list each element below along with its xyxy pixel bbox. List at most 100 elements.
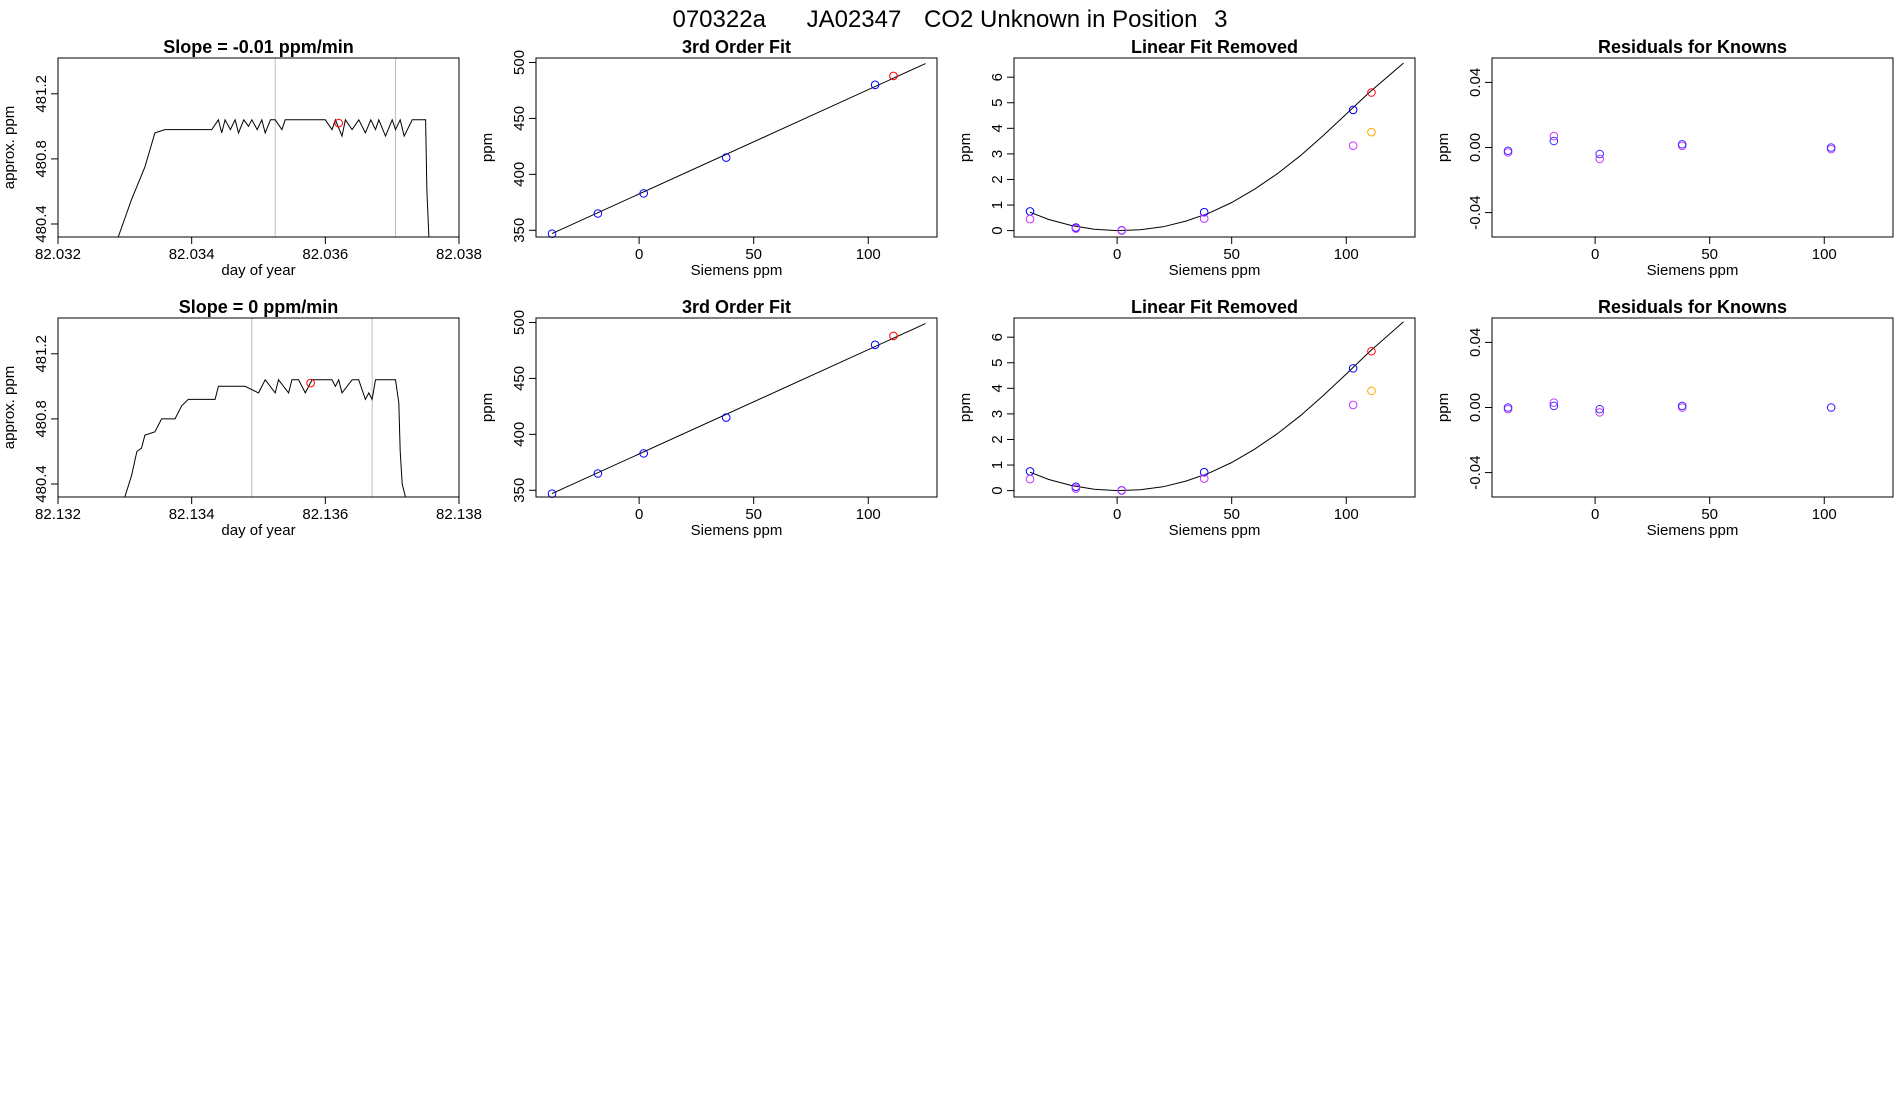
data-point: [1199, 207, 1209, 217]
data-point: [1348, 105, 1358, 115]
plot-frame: [1491, 317, 1894, 498]
data-point: [889, 331, 898, 341]
y-tick-label: 350: [511, 478, 528, 503]
panel-title: Linear Fit Removed: [1131, 297, 1298, 317]
data-point: [1826, 403, 1836, 412]
x-tick-label: 0: [1113, 246, 1121, 263]
y-tick-label: 2: [989, 435, 1006, 443]
y-tick-label: 1: [989, 461, 1006, 469]
data-point: [1595, 404, 1604, 414]
plot-frame: [1013, 57, 1416, 238]
data-point: [870, 340, 880, 350]
data-point: [306, 378, 315, 388]
panel-r1-linearremoved: Linear Fit Removed 0 50 100 0 1 2 3 4 5 6 Siemens p…: [957, 37, 1416, 279]
panel-r1-timeseries: Slope = -0.01 ppm/min 82.032 82.034 82.036 8…: [1, 37, 482, 279]
y-tick-label: 350: [511, 218, 528, 243]
x-axis-title: day of year: [221, 262, 295, 279]
y-tick-label: 0.00: [1467, 133, 1484, 162]
x-tick-label: 50: [1701, 246, 1718, 263]
y-tick-label: 1: [989, 201, 1006, 209]
y-tick-label: 481.2: [33, 75, 50, 113]
x-tick-label: 50: [1701, 506, 1718, 523]
data-point: [1549, 131, 1559, 141]
data-point: [1348, 141, 1358, 151]
data-point: [1117, 226, 1126, 235]
data-point: [593, 469, 603, 478]
y-tick-label: 480.4: [33, 465, 50, 503]
data-point: [1071, 484, 1081, 493]
panel-title: 3rd Order Fit: [682, 37, 791, 57]
data-point: [1348, 400, 1358, 410]
x-tick-label: 82.034: [169, 246, 215, 263]
x-tick-label: 82.136: [302, 506, 348, 523]
y-axis-title: ppm: [1435, 393, 1452, 422]
data-point: [1549, 401, 1559, 411]
x-tick-label: 100: [856, 246, 881, 263]
y-tick-label: 4: [989, 124, 1006, 132]
x-tick-label: 0: [1591, 506, 1599, 523]
plot-frame: [535, 57, 938, 238]
data-point: [1595, 149, 1604, 159]
x-tick-label: 0: [1113, 506, 1121, 523]
y-tick-label: 3: [989, 410, 1006, 418]
panel-title: Slope = -0.01 ppm/min: [163, 37, 354, 57]
plot-frame: [535, 317, 938, 498]
panel-r2-linearremoved: Linear Fit Removed 0 50 100 0 1 2 3 4 5 6 Siemens p…: [957, 297, 1416, 539]
x-axis-title: Siemens ppm: [691, 262, 783, 279]
panel-r2-residuals: Residuals for Knowns 0 50 100 -0.04 0.00 0.04 S…: [1435, 297, 1894, 539]
y-tick-label: 3: [989, 150, 1006, 158]
y-axis-title: ppm: [479, 133, 496, 162]
series-line: [117, 118, 430, 237]
data-point: [1367, 127, 1376, 137]
y-axis-title: approx. ppm: [1, 366, 18, 449]
y-axis-title: ppm: [1435, 133, 1452, 162]
y-tick-label: 500: [511, 50, 528, 75]
y-tick-label: 5: [989, 359, 1006, 367]
plot-frame: [57, 317, 460, 498]
x-tick-label: 82.134: [169, 506, 215, 523]
run-id: 070322a: [672, 6, 766, 32]
y-tick-label: 0: [989, 486, 1006, 494]
series-line: [1029, 62, 1404, 232]
x-tick-label: 0: [635, 246, 643, 263]
data-point: [1549, 398, 1559, 407]
y-tick-label: 6: [989, 73, 1006, 81]
y-tick-label: -0.04: [1467, 195, 1484, 229]
panel-r2-thirdorder: 3rd Order Fit 0 50 100 350 400 450 500 Siemens p…: [479, 297, 938, 539]
data-point: [639, 449, 648, 458]
x-tick-label: 50: [745, 246, 762, 263]
data-point: [1677, 401, 1687, 411]
x-tick-label: 82.036: [302, 246, 348, 263]
data-point: [1025, 467, 1035, 476]
x-tick-label: 100: [1334, 246, 1359, 263]
data-point: [1025, 474, 1035, 484]
panel-r2-timeseries: Slope = 0 ppm/min 82.132 82.134 82.136 82.13…: [1, 297, 482, 539]
data-point: [1199, 474, 1209, 483]
data-point: [1071, 224, 1081, 233]
y-axis-title: approx. ppm: [1, 106, 18, 189]
x-axis-title: Siemens ppm: [1647, 522, 1739, 539]
data-point: [593, 209, 603, 218]
x-tick-label: 50: [1223, 246, 1240, 263]
x-axis-title: Siemens ppm: [1169, 262, 1261, 279]
y-tick-label: 0.04: [1467, 68, 1484, 97]
x-axis-title: day of year: [221, 522, 295, 539]
data-point: [1199, 214, 1209, 223]
y-tick-label: 5: [989, 99, 1006, 107]
x-tick-label: 50: [1223, 506, 1240, 523]
data-point: [1117, 486, 1126, 495]
y-tick-label: 450: [511, 366, 528, 391]
data-point: [1367, 386, 1376, 396]
data-point: [889, 71, 898, 81]
tank-id: JA02347: [807, 6, 902, 32]
data-point: [334, 118, 344, 128]
series-line: [551, 323, 926, 495]
x-tick-label: 100: [856, 506, 881, 523]
data-point: [1826, 143, 1836, 152]
data-point: [1367, 88, 1376, 97]
page-title: 070322a JA02347 CO2 Unknown in Position …: [672, 6, 1227, 32]
y-tick-label: 500: [511, 310, 528, 335]
data-point: [1199, 467, 1209, 477]
data-point: [1677, 139, 1687, 149]
x-axis-title: Siemens ppm: [1169, 522, 1261, 539]
